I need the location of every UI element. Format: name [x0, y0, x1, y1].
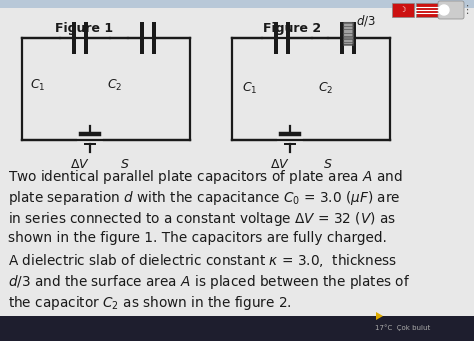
Text: $C_1$: $C_1$	[242, 80, 258, 95]
Text: $C_2$: $C_2$	[319, 80, 334, 95]
Bar	[392, 3, 414, 17]
Text: $d$/3 and the surface area $A$ is placed between the plates of: $d$/3 and the surface area $A$ is placed…	[8, 273, 410, 291]
Text: Figure 1: Figure 1	[55, 22, 113, 35]
Polygon shape	[376, 312, 383, 320]
Circle shape	[439, 5, 449, 15]
Text: A dielectric slab of dielectric constant $\kappa$ = 3.0,  thickness: A dielectric slab of dielectric constant…	[8, 252, 397, 269]
Text: ⋮: ⋮	[461, 5, 473, 15]
Text: the capacitor $C_2$ as shown in the figure 2.: the capacitor $C_2$ as shown in the figu…	[8, 294, 292, 312]
Bar	[0, 0, 474, 8]
Text: plate separation $d$ with the capacitance $C_0$ = 3.0 ($\mu F$) are: plate separation $d$ with the capacitanc…	[8, 189, 401, 207]
Text: $d/3$: $d/3$	[356, 13, 376, 28]
Text: ☽: ☽	[400, 7, 406, 13]
Text: $S$: $S$	[323, 158, 333, 171]
Text: $C_2$: $C_2$	[107, 77, 123, 92]
Text: Figure 2: Figure 2	[263, 22, 321, 35]
FancyBboxPatch shape	[438, 1, 464, 19]
Text: shown in the figure 1. The capacitors are fully charged.: shown in the figure 1. The capacitors ar…	[8, 231, 387, 245]
Text: $S$: $S$	[120, 158, 130, 171]
Text: $\Delta V$: $\Delta V$	[70, 158, 90, 171]
Bar	[343, 22, 353, 44]
Text: What is the charge stored in the capacitors ($\mu C$)?: What is the charge stored in the capacit…	[8, 315, 345, 333]
Bar	[416, 3, 438, 17]
Text: $\Delta V$: $\Delta V$	[270, 158, 290, 171]
Bar	[0, 316, 474, 341]
Text: 17°C  Çok bulut: 17°C Çok bulut	[375, 325, 430, 331]
Text: in series connected to a constant voltage $\Delta V$ = 32 ($V$) as: in series connected to a constant voltag…	[8, 210, 396, 228]
Text: Two identical parallel plate capacitors of plate area $A$ and: Two identical parallel plate capacitors …	[8, 168, 403, 186]
Text: $C_1$: $C_1$	[30, 77, 46, 92]
